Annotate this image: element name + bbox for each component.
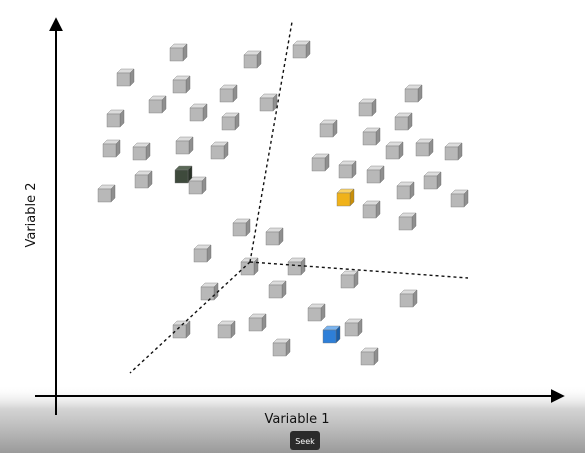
cube-front — [268, 284, 283, 299]
cube-front — [221, 116, 236, 131]
cube-front — [404, 88, 419, 103]
cube-front — [272, 342, 287, 357]
boundary-line — [249, 21, 293, 263]
cube-front — [450, 193, 465, 208]
cube-front — [265, 231, 280, 246]
cube-group — [97, 40, 469, 366]
cube-front — [132, 146, 147, 161]
cube-front — [362, 131, 377, 146]
cube-front — [311, 157, 326, 172]
cube-front — [385, 145, 400, 160]
cube-front — [362, 204, 377, 219]
cube-front — [210, 145, 225, 160]
cube-front — [423, 175, 438, 190]
cube-front — [358, 102, 373, 117]
cube-front — [217, 324, 232, 339]
cube-front — [307, 307, 322, 322]
cube-front — [259, 97, 274, 112]
cube-front — [189, 107, 204, 122]
y-axis-label: Variable 2 — [24, 182, 39, 247]
cube-front — [172, 79, 187, 94]
cube-front — [394, 116, 409, 131]
cube-front — [174, 169, 189, 184]
cube-front — [169, 47, 184, 62]
cube-front — [396, 185, 411, 200]
seek-button[interactable]: Seek — [290, 431, 320, 450]
cube-front — [338, 164, 353, 179]
cube-front — [344, 322, 359, 337]
cube-front — [292, 44, 307, 59]
cube-front — [172, 324, 187, 339]
cube-front — [219, 88, 234, 103]
cube-front — [322, 329, 337, 344]
cube-front — [399, 293, 414, 308]
cube-front — [240, 261, 255, 276]
cube-front — [340, 274, 355, 289]
cube-front — [200, 286, 215, 301]
cube-front — [415, 142, 430, 157]
cube-front — [287, 261, 302, 276]
cube-front — [175, 140, 190, 155]
cube-front — [319, 123, 334, 138]
cube-front — [336, 192, 351, 207]
cube-front — [116, 72, 131, 87]
seek-button-bg[interactable] — [290, 431, 320, 450]
x-axis-label: Variable 1 — [264, 412, 329, 427]
cube-front — [248, 317, 263, 332]
boundary-lines — [129, 21, 469, 374]
cube-front — [106, 113, 121, 128]
cube-front — [102, 143, 117, 158]
boundary-line — [249, 261, 469, 279]
cube-front — [360, 351, 375, 366]
cube-front — [398, 216, 413, 231]
cube-front — [188, 180, 203, 195]
cube-front — [193, 248, 208, 263]
cube-front — [444, 146, 459, 161]
seek-button-label[interactable]: Seek — [295, 437, 315, 446]
cube-front — [366, 169, 381, 184]
cube-front — [232, 222, 247, 237]
cube-front — [134, 174, 149, 189]
cube-front — [148, 99, 163, 114]
cube-front — [243, 54, 258, 69]
cube-front — [97, 188, 112, 203]
